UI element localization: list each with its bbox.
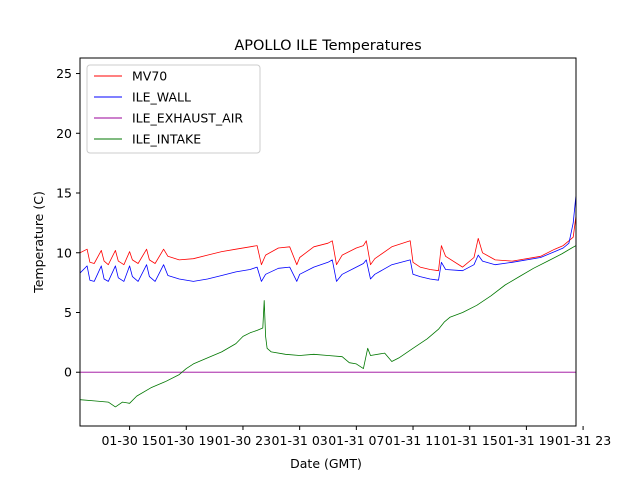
chart-title: APOLLO ILE Temperatures: [234, 38, 421, 54]
legend-box: [86, 64, 261, 154]
legend: MV70 ILE_WALL ILE_EXHAUST_AIR ILE_INTAKE: [86, 64, 261, 154]
legend-label: MV70: [132, 69, 167, 84]
y-tick-label: 10: [56, 245, 72, 260]
x-tick-label: 01-31 15: [442, 433, 498, 448]
plot-area: [79, 57, 577, 427]
legend-label: ILE_INTAKE: [132, 132, 201, 147]
x-tick-label: 01-30 19: [158, 433, 214, 448]
legend-label: ILE_WALL: [132, 90, 191, 105]
y-tick-label: 5: [64, 305, 72, 320]
series-layer: [80, 191, 576, 408]
x-tick-label: 01-30 23: [215, 433, 271, 448]
series-line-mv70: [80, 212, 576, 272]
y-tick-label: 15: [56, 186, 72, 201]
x-tick-label: 01-31 19: [498, 433, 554, 448]
x-tick-label: 01-30 15: [101, 433, 157, 448]
y-tick-label: 0: [64, 365, 72, 380]
x-axis-label: Date (GMT): [290, 456, 362, 471]
series-line-ile-intake: [80, 245, 576, 408]
x-tick-label: 01-31 23: [555, 433, 611, 448]
y-axis: 0 5 10 15 20 25: [56, 66, 80, 380]
y-tick-label: 20: [56, 126, 72, 141]
x-tick-label: 01-31 11: [385, 433, 441, 448]
legend-label: ILE_EXHAUST_AIR: [132, 111, 243, 126]
series-line-ile-wall: [80, 191, 576, 282]
x-axis: 01-30 15 01-30 19 01-30 23 01-31 03 01-31 07…: [101, 426, 611, 448]
x-tick-label: 01-31 07: [328, 433, 384, 448]
x-tick-label: 01-31 03: [272, 433, 328, 448]
y-axis-label: Temperature (C): [31, 191, 46, 294]
plot-frame: [79, 57, 577, 427]
y-tick-label: 25: [56, 66, 72, 81]
